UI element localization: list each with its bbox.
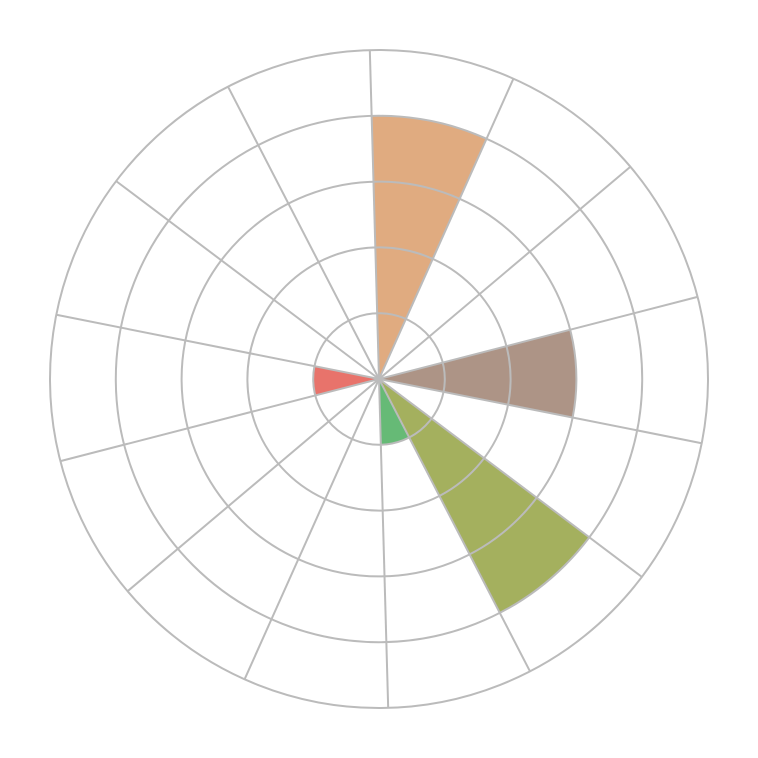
grid-spoke-0 (368, 50, 380, 380)
grid-spoke-8 (243, 378, 380, 680)
grid-spoke-9 (126, 378, 380, 592)
center-dot (375, 375, 383, 383)
grid-spoke-3 (378, 295, 698, 380)
grid-spoke-12 (115, 180, 380, 380)
grid-ring-5 (49, 49, 709, 709)
grid-ring-1 (312, 312, 446, 446)
grid-spoke-5 (378, 378, 643, 578)
bar-5 (379, 379, 590, 613)
grid-spoke-10 (60, 378, 380, 463)
grid-spoke-11 (56, 313, 380, 380)
grid-spoke-13 (227, 86, 380, 380)
grid-spoke-6 (378, 378, 531, 672)
grid-spoke-1 (378, 78, 515, 380)
grid-spoke-7 (378, 378, 390, 708)
grid-ring-2 (246, 246, 512, 512)
grid-spoke-4 (378, 378, 702, 445)
bar-0 (371, 115, 487, 380)
grid-spoke-2 (378, 166, 632, 380)
grid-ring-3 (180, 180, 578, 578)
bar-3 (379, 329, 577, 418)
grid-ring-4 (114, 114, 644, 644)
bar-10 (313, 366, 379, 396)
